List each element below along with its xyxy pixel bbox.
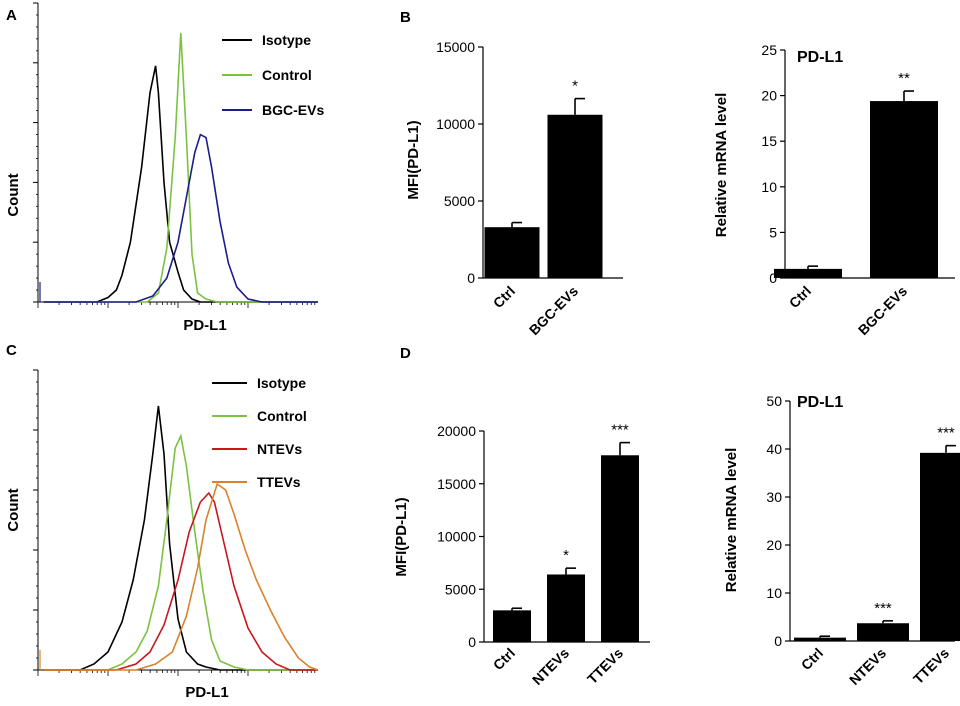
- y-axis-title: MFI(PD-L1): [405, 120, 422, 199]
- series-line-ttevs: [43, 482, 319, 671]
- y-axis-title: Count: [5, 488, 22, 531]
- significance-bgc-evs: *: [572, 78, 578, 95]
- category-label-bgc-evs: BGC-EVs: [855, 283, 910, 338]
- y-axis-title: MFI(PD-L1): [393, 497, 410, 576]
- y-tick-label: 20: [766, 537, 782, 553]
- significance-ttevs: ***: [611, 422, 629, 439]
- bar-ctrl: [794, 637, 846, 641]
- x-axis-title: PD-L1: [183, 317, 226, 334]
- category-label-ctrl: Ctrl: [798, 645, 826, 673]
- y-tick-label: 30: [766, 489, 782, 505]
- panel-letter-d: D: [400, 345, 411, 362]
- legend-label-isotype: Isotype: [257, 375, 306, 391]
- y-tick-label: 20000: [437, 423, 476, 439]
- bar-ctrl: [774, 268, 842, 278]
- y-tick-label: 0: [468, 634, 476, 650]
- y-tick-label: 10000: [437, 529, 476, 545]
- legend-label-control: Control: [262, 67, 312, 83]
- legend-label-bgc-evs: BGC-EVs: [262, 102, 324, 118]
- chart-title: PD-L1: [797, 49, 843, 66]
- series-line-isotype: [43, 405, 318, 671]
- y-tick-label: 0: [769, 270, 777, 286]
- significance-ttevs: ***: [937, 425, 955, 442]
- significance-bgc-evs: **: [898, 70, 910, 87]
- y-tick-label: 5000: [445, 581, 476, 597]
- legend-label-control: Control: [257, 408, 307, 424]
- bar-chart-b-mrna: 0 5 10 15 20 25 Relative mRNA level PD-L1 Ctrl **…: [713, 42, 955, 338]
- y-axis-title: Relative mRNA level: [713, 93, 730, 238]
- bar-ntevs: [547, 574, 585, 642]
- panel-letter-b: B: [400, 9, 411, 26]
- series-line-isotype: [43, 65, 318, 303]
- category-label-ctrl: Ctrl: [786, 283, 814, 311]
- series-line-ntevs: [43, 491, 318, 671]
- y-tick-label: 50: [766, 393, 782, 409]
- legend-label-ntevs: NTEVs: [257, 441, 302, 457]
- category-label-ntevs: NTEVs: [846, 645, 889, 688]
- category-label-ntevs: NTEVs: [529, 645, 572, 688]
- panel-letter-c: C: [6, 342, 17, 359]
- bar-bgc-evs: [547, 114, 603, 278]
- bar-chart-b-mfi: 0 5000 10000 15000 MFI(PD-L1) Ctrl * BGC-EVs: [405, 39, 623, 338]
- x-axis-title: PD-L1: [185, 684, 228, 701]
- bar-bgc-evs: [870, 101, 938, 279]
- bar-ttevs: [920, 452, 960, 641]
- histogram-panel-a: PD-L1 Count Isotype Control BGC-EVs: [5, 2, 324, 334]
- category-label-bgc-evs: BGC-EVs: [526, 283, 581, 338]
- y-axis-title: Count: [5, 173, 22, 216]
- category-label-ctrl: Ctrl: [490, 645, 518, 673]
- bar-ttevs: [601, 455, 639, 642]
- y-tick-label: 10000: [436, 116, 475, 132]
- series-line-bgc-evs: [43, 133, 318, 303]
- category-label-ttevs: TTEVs: [584, 645, 626, 687]
- significance-ntevs: ***: [874, 600, 892, 617]
- category-label-ctrl: Ctrl: [490, 283, 518, 311]
- y-axis-title: Relative mRNA level: [723, 448, 740, 593]
- y-tick-label: 5000: [444, 193, 475, 209]
- bar-ctrl: [493, 610, 531, 642]
- panel-letter-a: A: [6, 7, 17, 24]
- chart-title: PD-L1: [797, 394, 843, 411]
- legend-label-ttevs: TTEVs: [257, 474, 301, 490]
- y-tick-label: 0: [467, 270, 475, 286]
- series-line-control: [43, 32, 318, 303]
- bar-chart-d-mfi: 0 5000 10000 15000 20000 MFI(PD-L1) Ctrl * NTEVs…: [393, 422, 650, 688]
- y-tick-label: 0: [774, 633, 782, 649]
- y-tick-label: 15000: [436, 39, 475, 55]
- y-tick-label: 40: [766, 441, 782, 457]
- y-tick-label: 25: [761, 42, 777, 58]
- bar-chart-d-mrna: 0 10 20 30 40 50 Relative mRNA level PD-L1 Ctrl *…: [723, 393, 960, 688]
- y-tick-label: 10: [761, 179, 777, 195]
- series-line-control: [43, 433, 318, 671]
- y-tick-label: 10: [766, 585, 782, 601]
- legend-label-isotype: Isotype: [262, 32, 311, 48]
- category-label-ttevs: TTEVs: [910, 645, 952, 687]
- y-tick-label: 15: [761, 133, 777, 149]
- histogram-panel-c: PD-L1 Count Isotype Control NTEVs TTEVs: [5, 369, 319, 701]
- significance-ntevs: *: [563, 547, 569, 564]
- y-tick-label: 20: [761, 88, 777, 104]
- bar-ntevs: [857, 623, 909, 641]
- y-tick-label: 5: [769, 224, 777, 240]
- y-tick-label: 15000: [437, 476, 476, 492]
- bar-ctrl: [484, 227, 540, 278]
